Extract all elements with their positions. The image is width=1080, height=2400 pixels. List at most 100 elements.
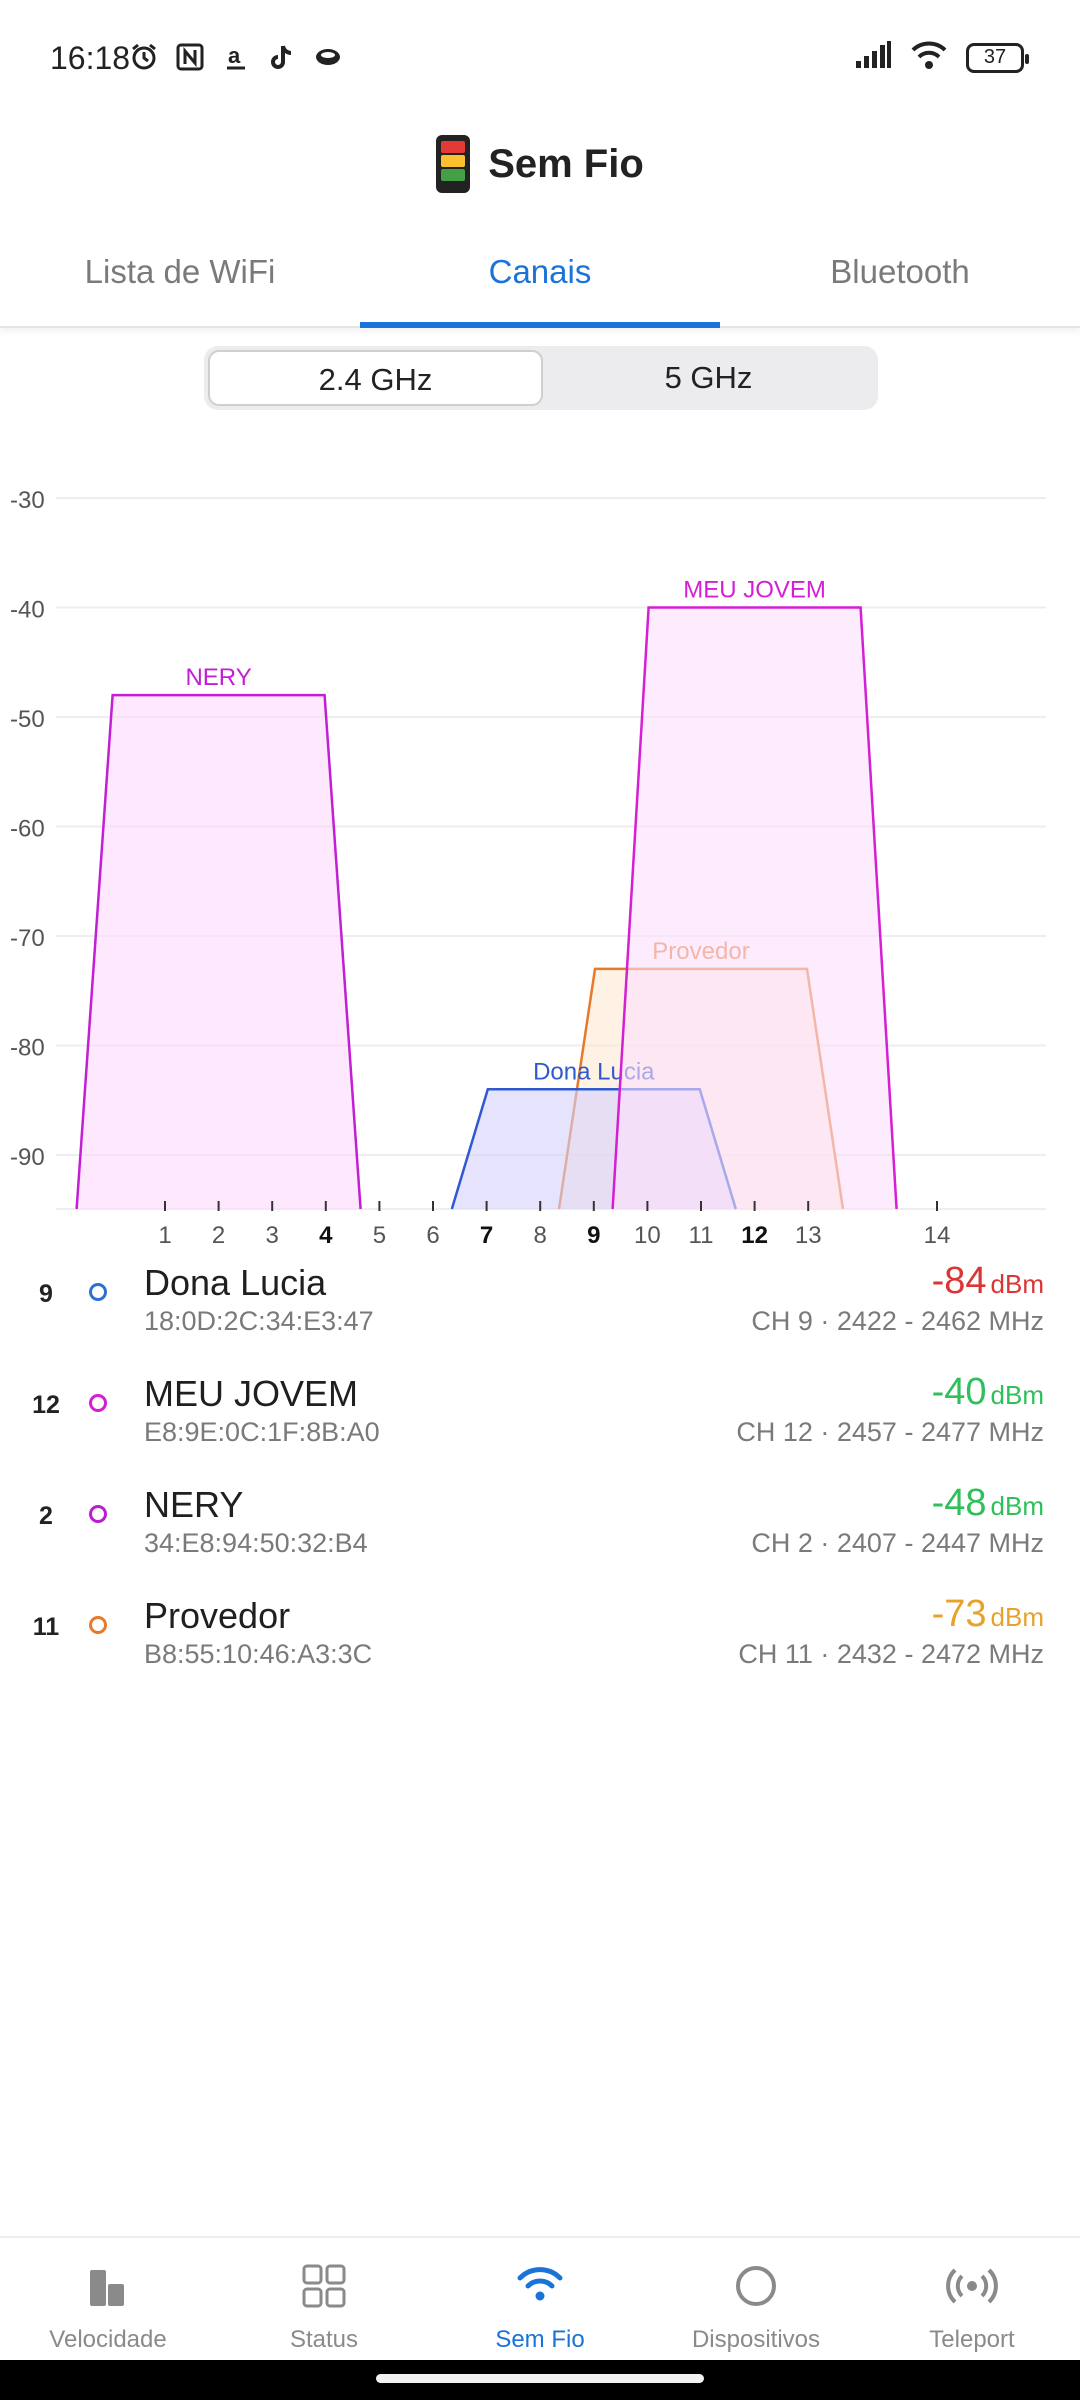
circle-icon — [736, 2266, 776, 2306]
x-tick-label: 2 — [212, 1222, 225, 1249]
channel-number: 9 — [39, 1280, 53, 1308]
channel-chart-svg: -30-40-50-60-70-80-90NERYProvedorDona Lu… — [10, 487, 1046, 1249]
alarm-icon — [128, 40, 160, 74]
band-selector: 2.4 GHz 5 GHz — [204, 346, 878, 410]
speed-bars-icon — [90, 2270, 124, 2306]
tab-bluetooth[interactable]: Bluetooth — [830, 253, 970, 290]
y-tick-label: -80 — [10, 1035, 45, 1062]
series-line — [611, 606, 898, 1210]
list-item[interactable]: 9 Dona Lucia 18:0D:2C:34:E3:47 -84 dBm CH… — [0, 1256, 1080, 1367]
x-tick-label: 9 — [587, 1222, 600, 1249]
series-dot-icon — [89, 1505, 107, 1523]
channel-number: 12 — [32, 1391, 60, 1419]
y-tick-label: -50 — [10, 706, 45, 733]
network-name: MEU JOVEM — [144, 1373, 359, 1414]
nav-dispositivos[interactable]: Dispositivos — [648, 2238, 864, 2360]
x-tick-label: 8 — [534, 1222, 547, 1249]
tiktok-icon — [266, 40, 298, 74]
x-tick-label: 7 — [480, 1222, 493, 1249]
home-indicator[interactable] — [376, 2374, 704, 2383]
app-icon — [312, 40, 344, 74]
network-frequency: CH 2 · 2407 - 2447 MHz — [751, 1528, 1044, 1558]
x-tick-label: 3 — [266, 1222, 279, 1249]
x-tick-label: 6 — [426, 1222, 439, 1249]
app-header: Sem Fio — [0, 124, 1080, 204]
y-tick-label: -30 — [10, 487, 45, 514]
amazon-icon: a — [220, 40, 252, 74]
wifi-icon — [517, 2267, 563, 2301]
series-dot-icon — [89, 1616, 107, 1634]
signal-unit: dBm — [990, 1491, 1044, 1521]
band-24ghz-button[interactable]: 2.4 GHz — [208, 350, 543, 406]
nav-label: Dispositivos — [691, 2326, 821, 2353]
app-logo-icon — [436, 135, 471, 193]
series-label: NERY — [185, 664, 251, 691]
series-dot-icon — [89, 1394, 107, 1412]
network-name: NERY — [144, 1484, 244, 1525]
network-list: 9 Dona Lucia 18:0D:2C:34:E3:47 -84 dBm CH… — [0, 1256, 1080, 1700]
network-frequency: CH 9 · 2422 - 2462 MHz — [751, 1306, 1044, 1336]
signal-value: -84 — [931, 1260, 987, 1302]
x-tick-label: 1 — [158, 1222, 171, 1249]
signal-value: -48 — [931, 1482, 987, 1524]
x-tick-label: 13 — [795, 1222, 822, 1249]
status-bar: 16:18 a 37 — [0, 0, 1080, 100]
nfc-icon — [174, 40, 206, 74]
system-icons: 37 — [854, 40, 1029, 75]
nav-sem-fio[interactable]: Sem Fio — [432, 2238, 648, 2360]
series-area — [76, 695, 361, 1209]
network-name: Provedor — [144, 1595, 291, 1636]
series-dot-icon — [89, 1283, 107, 1301]
network-frequency: CH 11 · 2432 - 2472 MHz — [738, 1639, 1044, 1669]
svg-text:a: a — [228, 43, 241, 68]
x-tick-label: 14 — [924, 1222, 951, 1249]
y-tick-label: -40 — [10, 597, 45, 624]
list-item[interactable]: 11 Provedor B8:55:10:46:A3:3C -73 dBm CH … — [0, 1589, 1080, 1700]
network-signal: -73 dBm — [932, 1593, 1044, 1636]
signal-icon — [854, 41, 892, 74]
bottom-nav: Velocidade Status Sem Fio Dispositivos T… — [0, 2236, 1080, 2360]
x-tick-label: 12 — [741, 1222, 768, 1249]
network-signal: -84 dBm — [932, 1260, 1044, 1303]
signal-unit: dBm — [990, 1380, 1044, 1410]
network-name: Dona Lucia — [144, 1262, 327, 1303]
gesture-bar — [0, 2360, 1080, 2400]
series-area — [612, 607, 897, 1209]
grid-icon — [302, 2264, 346, 2308]
tab-channels[interactable]: Canais — [360, 232, 720, 328]
channel-chart: -30-40-50-60-70-80-90NERYProvedorDona Lu… — [0, 460, 1080, 1250]
tab-wifi-list[interactable]: Lista de WiFi — [84, 253, 276, 290]
notification-icons: a — [128, 40, 344, 74]
series-line — [75, 693, 362, 1210]
network-mac: B8:55:10:46:A3:3C — [144, 1639, 373, 1669]
list-item[interactable]: 2 NERY 34:E8:94:50:32:B4 -48 dBm CH 2 · 2… — [0, 1478, 1080, 1589]
tab-bar: Lista de WiFi Canais Bluetooth — [0, 232, 1080, 328]
signal-unit: dBm — [990, 1602, 1044, 1632]
x-tick-label: 11 — [689, 1222, 714, 1249]
page-title: Sem Fio — [488, 141, 644, 186]
x-tick-label: 10 — [634, 1222, 661, 1249]
network-mac: 34:E8:94:50:32:B4 — [144, 1528, 368, 1558]
wifi-icon — [910, 40, 948, 75]
series-label: MEU JOVEM — [683, 577, 826, 604]
y-tick-label: -90 — [10, 1144, 45, 1171]
channel-number: 2 — [39, 1502, 53, 1530]
status-time: 16:18 — [50, 40, 131, 76]
nav-velocidade[interactable]: Velocidade — [0, 2238, 216, 2360]
x-tick-label: 5 — [373, 1222, 386, 1249]
signal-value: -40 — [931, 1371, 987, 1413]
x-tick-label: 4 — [319, 1222, 333, 1249]
y-tick-label: -60 — [10, 816, 45, 843]
list-item[interactable]: 12 MEU JOVEM E8:9E:0C:1F:8B:A0 -40 dBm CH… — [0, 1367, 1080, 1478]
nav-teleport[interactable]: Teleport — [864, 2238, 1080, 2360]
channel-number: 11 — [32, 1613, 60, 1641]
nav-label: Status — [289, 2326, 359, 2353]
signal-value: -73 — [931, 1593, 987, 1635]
nav-status[interactable]: Status — [216, 2238, 432, 2360]
signal-unit: dBm — [990, 1269, 1044, 1299]
nav-label: Teleport — [929, 2326, 1015, 2353]
network-mac: 18:0D:2C:34:E3:47 — [144, 1306, 374, 1336]
band-5ghz-button[interactable]: 5 GHz — [664, 360, 753, 395]
teleport-icon — [946, 2268, 998, 2304]
nav-label: Sem Fio — [495, 2326, 585, 2353]
